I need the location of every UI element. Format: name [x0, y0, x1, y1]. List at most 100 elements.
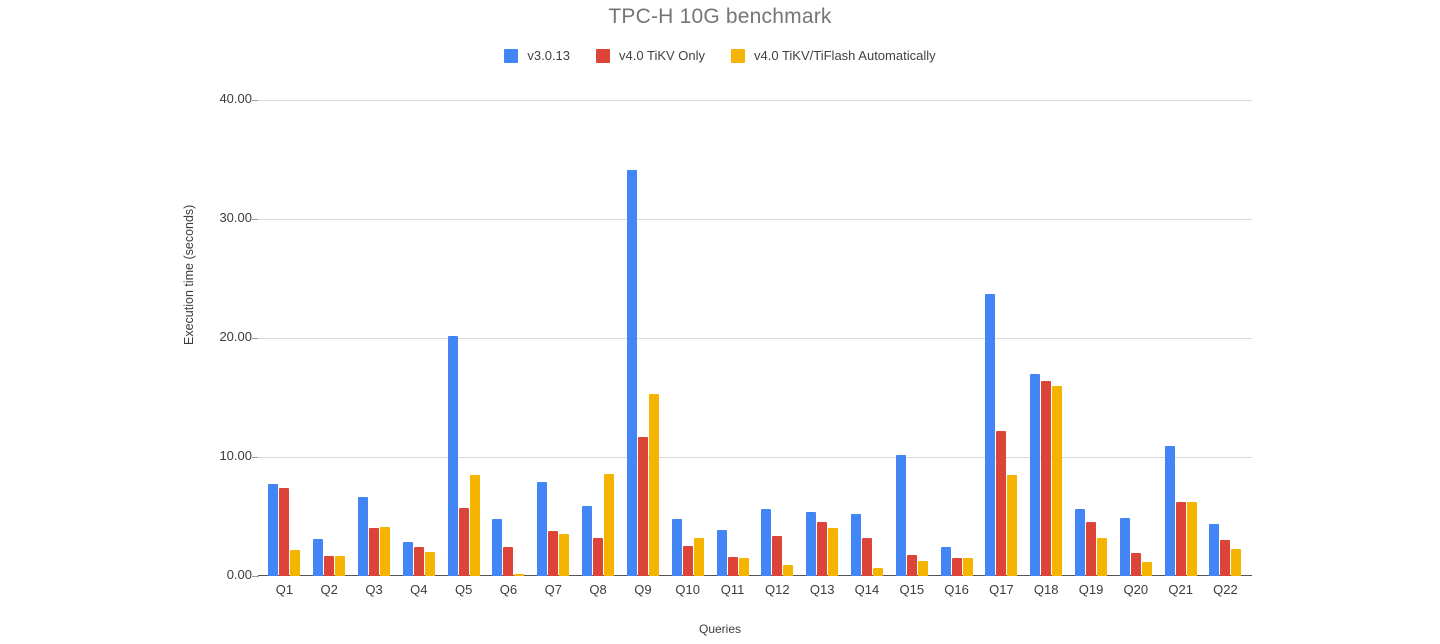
bar[interactable]	[817, 522, 828, 576]
bar[interactable]	[1175, 502, 1186, 576]
gridline	[258, 100, 1252, 101]
bar-group	[486, 100, 531, 576]
bar[interactable]	[593, 537, 604, 576]
bar-group	[755, 100, 800, 576]
y-tick-label: 10.00	[219, 448, 252, 463]
bar[interactable]	[1186, 502, 1197, 576]
bar-group	[1024, 100, 1069, 576]
chart-legend: v3.0.13 v4.0 TiKV Only v4.0 TiKV/TiFlash…	[0, 48, 1440, 63]
legend-item-2[interactable]: v4.0 TiKV/TiFlash Automatically	[731, 48, 936, 63]
legend-label-0: v3.0.13	[527, 48, 571, 63]
bar[interactable]	[1097, 537, 1108, 576]
bar-group	[352, 100, 397, 576]
bar-group	[531, 100, 576, 576]
bar[interactable]	[1231, 548, 1242, 576]
bar[interactable]	[447, 335, 458, 576]
x-tick-label: Q3	[365, 582, 383, 597]
legend-swatch-icon	[731, 48, 746, 63]
bar-group	[845, 100, 890, 576]
bar[interactable]	[279, 487, 290, 576]
bar[interactable]	[1052, 385, 1063, 576]
bar[interactable]	[940, 547, 951, 576]
bar[interactable]	[917, 560, 928, 576]
bar[interactable]	[996, 430, 1007, 576]
bar[interactable]	[358, 497, 369, 576]
bar[interactable]	[559, 534, 570, 576]
legend-item-1[interactable]: v4.0 TiKV Only	[596, 48, 705, 63]
legend-item-0[interactable]: v3.0.13	[504, 48, 570, 63]
bar[interactable]	[514, 573, 525, 576]
bar[interactable]	[1220, 540, 1231, 576]
bar[interactable]	[806, 511, 817, 576]
x-tick-label: Q6	[499, 582, 518, 597]
legend-swatch-icon	[504, 48, 519, 63]
bar[interactable]	[380, 527, 391, 576]
bar[interactable]	[1119, 517, 1130, 576]
bar[interactable]	[604, 473, 615, 576]
bar[interactable]	[783, 565, 794, 576]
y-axis-title: Execution time (seconds)	[182, 204, 196, 345]
x-tick-label: Q7	[544, 582, 562, 597]
bar[interactable]	[906, 554, 917, 576]
bar[interactable]	[1007, 474, 1018, 576]
bar[interactable]	[1041, 380, 1052, 576]
bar[interactable]	[1209, 523, 1220, 576]
x-axis-labels: Q1 Q2 Q3 Q4 Q5 Q6 Q7 Q8 Q9 Q10 Q11 Q12 Q13 Q14 Q15 Q16 Q…	[258, 582, 1252, 597]
bar[interactable]	[1130, 553, 1141, 576]
bar[interactable]	[828, 528, 839, 576]
bar[interactable]	[1141, 561, 1152, 576]
bar[interactable]	[716, 529, 727, 576]
x-tick-label: Q1	[275, 582, 294, 597]
bar[interactable]	[537, 482, 548, 576]
bar[interactable]	[458, 508, 469, 576]
bar[interactable]	[671, 518, 682, 576]
plot-area	[258, 100, 1252, 576]
bar[interactable]	[895, 454, 906, 576]
bar[interactable]	[637, 436, 648, 576]
bar[interactable]	[324, 555, 335, 576]
bar[interactable]	[850, 514, 861, 576]
bar[interactable]	[1086, 522, 1097, 576]
bar[interactable]	[492, 518, 503, 576]
bar[interactable]	[1164, 446, 1175, 576]
bar-group	[1203, 100, 1248, 576]
bar[interactable]	[503, 547, 514, 576]
bar[interactable]	[682, 546, 693, 576]
bar[interactable]	[548, 530, 559, 576]
bar[interactable]	[369, 528, 380, 576]
bar[interactable]	[738, 558, 749, 576]
bar[interactable]	[772, 535, 783, 576]
x-tick-label: Q19	[1078, 582, 1104, 597]
x-tick-label: Q2	[320, 582, 338, 597]
bar[interactable]	[582, 505, 593, 576]
bar[interactable]	[402, 541, 413, 576]
bar[interactable]	[268, 484, 279, 576]
bar[interactable]	[313, 539, 324, 576]
bar[interactable]	[648, 393, 659, 576]
bar[interactable]	[872, 567, 883, 576]
chart-title: TPC-H 10G benchmark	[608, 5, 832, 28]
bar[interactable]	[1030, 373, 1041, 576]
bar[interactable]	[626, 170, 637, 576]
x-tick-label: Q22	[1213, 582, 1238, 597]
bar[interactable]	[962, 558, 973, 576]
bar-group	[1069, 100, 1114, 576]
bar[interactable]	[469, 474, 480, 576]
bar[interactable]	[951, 558, 962, 576]
bar[interactable]	[424, 552, 435, 576]
bar[interactable]	[335, 555, 346, 576]
bar[interactable]	[761, 509, 772, 576]
bar-group	[1158, 100, 1203, 576]
bar[interactable]	[985, 293, 996, 576]
bar[interactable]	[693, 537, 704, 576]
bar[interactable]	[727, 556, 738, 576]
x-tick-label: Q5	[454, 582, 473, 597]
bar[interactable]	[290, 549, 301, 576]
x-tick-label: Q11	[720, 582, 745, 597]
bar[interactable]	[1075, 509, 1086, 576]
bar[interactable]	[413, 547, 424, 576]
x-tick-label: Q21	[1168, 582, 1193, 597]
y-axis-title-holder: Execution time (seconds)	[182, 205, 198, 361]
bar[interactable]	[861, 537, 872, 576]
